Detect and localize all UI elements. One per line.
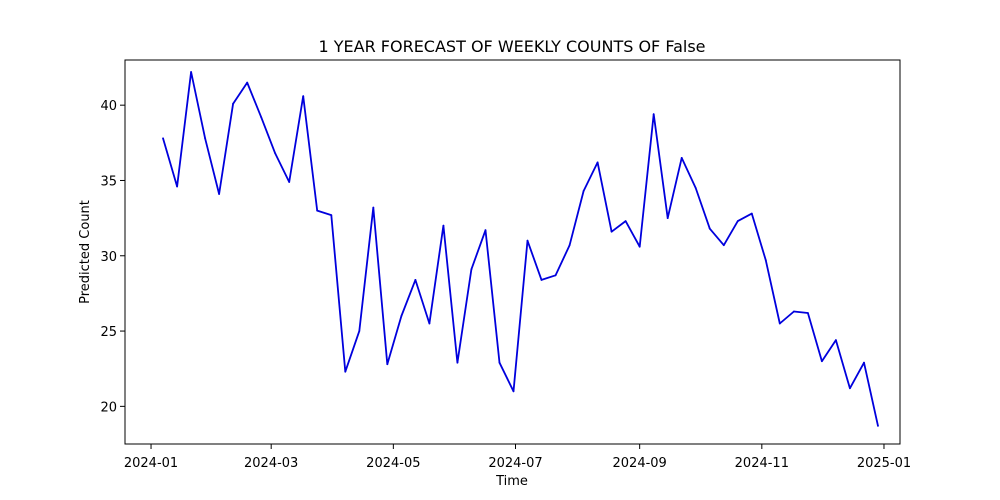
x-tick-label: 2024-03 [244,456,298,471]
data-point [863,361,865,364]
data-point [750,212,753,215]
data-point [470,268,473,271]
data-point [877,425,879,427]
data-point [358,330,361,332]
data-point [204,137,207,140]
y-axis-label: Predicted Count [78,200,93,304]
data-point [596,161,599,164]
data-point [484,229,487,232]
data-point [666,217,669,220]
x-axis: 2024-01 2024-03 2024-05 2024-07 2024-09 2024-… [124,444,911,471]
data-point [190,71,192,73]
data-point [568,244,571,247]
data-point [764,259,767,262]
x-tick-label: 2024-01 [124,456,178,471]
data-point [708,227,711,230]
data-point [330,214,333,217]
data-point [849,387,851,390]
x-tick-label: 2025-01 [857,456,911,471]
data-point [820,360,823,363]
data-point [232,102,235,105]
data-point [260,116,263,119]
data-point [792,310,795,313]
data-point [162,137,164,140]
data-point [498,361,501,364]
data-point [218,193,221,195]
data-point [778,322,781,325]
data-point [386,363,389,366]
data-point [274,152,277,155]
data-point [652,113,655,116]
data-point [554,274,557,277]
data-point [610,230,613,233]
data-point [372,206,375,209]
data-point [835,339,837,341]
data-point [176,185,178,188]
x-tick-label: 2024-07 [488,456,542,471]
x-tick-label: 2024-11 [735,456,789,471]
data-point [246,81,249,84]
series-line [162,71,879,427]
x-tick-label: 2024-09 [613,456,667,471]
data-point [288,181,291,183]
data-point [540,278,543,281]
y-tick-label: 40 [100,99,117,114]
y-axis: 20 25 30 35 40 [100,99,125,415]
y-tick-label: 30 [100,250,117,265]
data-point [456,361,459,364]
data-point [414,278,417,281]
data-point [624,220,627,223]
data-point [442,224,445,227]
data-point [638,245,641,248]
data-point [344,370,347,373]
data-point [512,390,515,393]
data-point [680,156,683,159]
y-tick-label: 20 [100,400,117,415]
series-layer [162,71,879,427]
data-point [302,95,305,98]
data-point [806,312,809,314]
data-point [428,322,431,325]
plot-frame [124,59,901,445]
data-point [694,187,697,189]
y-tick-label: 25 [100,325,117,340]
data-point [722,244,725,247]
data-point [400,315,403,317]
data-point [316,209,319,212]
data-point [582,190,585,192]
x-tick-label: 2024-05 [366,456,420,471]
data-point [526,239,529,242]
y-tick-label: 35 [100,174,117,189]
chart-title: 1 YEAR FORECAST OF WEEKLY COUNTS OF Fals… [318,37,705,56]
data-point [736,220,739,223]
x-axis-label: Time [495,474,528,489]
